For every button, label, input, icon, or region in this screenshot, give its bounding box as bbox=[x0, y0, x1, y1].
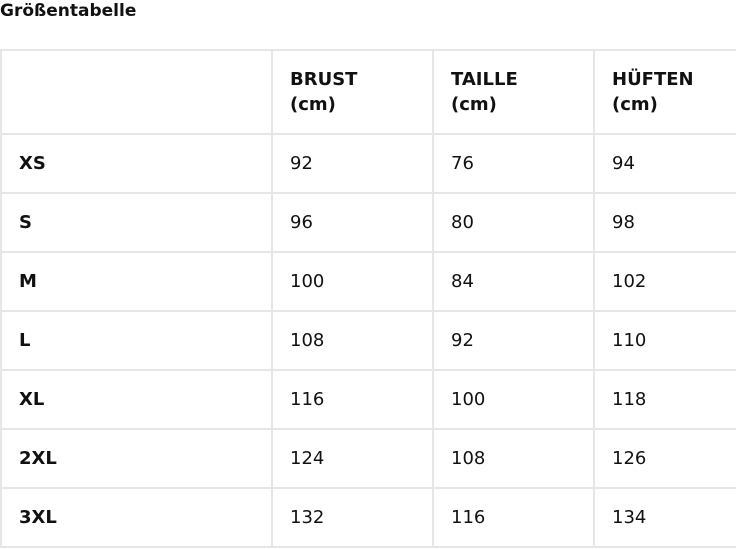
header-unit: (cm) bbox=[451, 94, 497, 115]
measurement-cell: 110 bbox=[593, 310, 736, 371]
measurement-cell: 124 bbox=[271, 428, 434, 489]
measurement-cell: 102 bbox=[593, 251, 736, 312]
measurement-cell: 76 bbox=[432, 133, 595, 194]
header-label: TAILLE bbox=[451, 69, 518, 90]
measurement-cell: 118 bbox=[593, 369, 736, 430]
header-row: BRUST (cm) TAILLE (cm) HÜFTEN (cm) bbox=[0, 49, 736, 135]
measurement-cell: 126 bbox=[593, 428, 736, 489]
measurement-cell: 84 bbox=[432, 251, 595, 312]
size-label: L bbox=[0, 310, 273, 371]
measurement-cell: 80 bbox=[432, 192, 595, 253]
column-header bbox=[0, 49, 273, 135]
measurement-cell: 100 bbox=[271, 251, 434, 312]
measurement-cell: 116 bbox=[432, 487, 595, 548]
measurement-cell: 134 bbox=[593, 487, 736, 548]
table-row: S 96 80 98 bbox=[0, 192, 736, 253]
size-table: BRUST (cm) TAILLE (cm) HÜFTEN (cm) XS 92 76 94 S 9… bbox=[0, 49, 736, 548]
size-label: M bbox=[0, 251, 273, 312]
table-row: L 108 92 110 bbox=[0, 310, 736, 371]
table-row: 2XL 124 108 126 bbox=[0, 428, 736, 489]
measurement-cell: 92 bbox=[271, 133, 434, 194]
header-label: HÜFTEN bbox=[612, 69, 694, 90]
measurement-cell: 108 bbox=[432, 428, 595, 489]
table-row: M 100 84 102 bbox=[0, 251, 736, 312]
measurement-cell: 92 bbox=[432, 310, 595, 371]
measurement-cell: 108 bbox=[271, 310, 434, 371]
measurement-cell: 98 bbox=[593, 192, 736, 253]
header-unit: (cm) bbox=[612, 94, 658, 115]
size-label: XS bbox=[0, 133, 273, 194]
measurement-cell: 94 bbox=[593, 133, 736, 194]
table-row: 3XL 132 116 134 bbox=[0, 487, 736, 548]
size-label: 2XL bbox=[0, 428, 273, 489]
table-row: XL 116 100 118 bbox=[0, 369, 736, 430]
table-row: XS 92 76 94 bbox=[0, 133, 736, 194]
column-header: HÜFTEN (cm) bbox=[593, 49, 736, 135]
column-header: BRUST (cm) bbox=[271, 49, 434, 135]
measurement-cell: 116 bbox=[271, 369, 434, 430]
size-label: S bbox=[0, 192, 273, 253]
header-label: BRUST bbox=[290, 69, 358, 90]
header-unit: (cm) bbox=[290, 94, 336, 115]
size-label: XL bbox=[0, 369, 273, 430]
page-title: Größentabelle bbox=[0, 1, 137, 21]
measurement-cell: 132 bbox=[271, 487, 434, 548]
size-label: 3XL bbox=[0, 487, 273, 548]
measurement-cell: 100 bbox=[432, 369, 595, 430]
measurement-cell: 96 bbox=[271, 192, 434, 253]
column-header: TAILLE (cm) bbox=[432, 49, 595, 135]
